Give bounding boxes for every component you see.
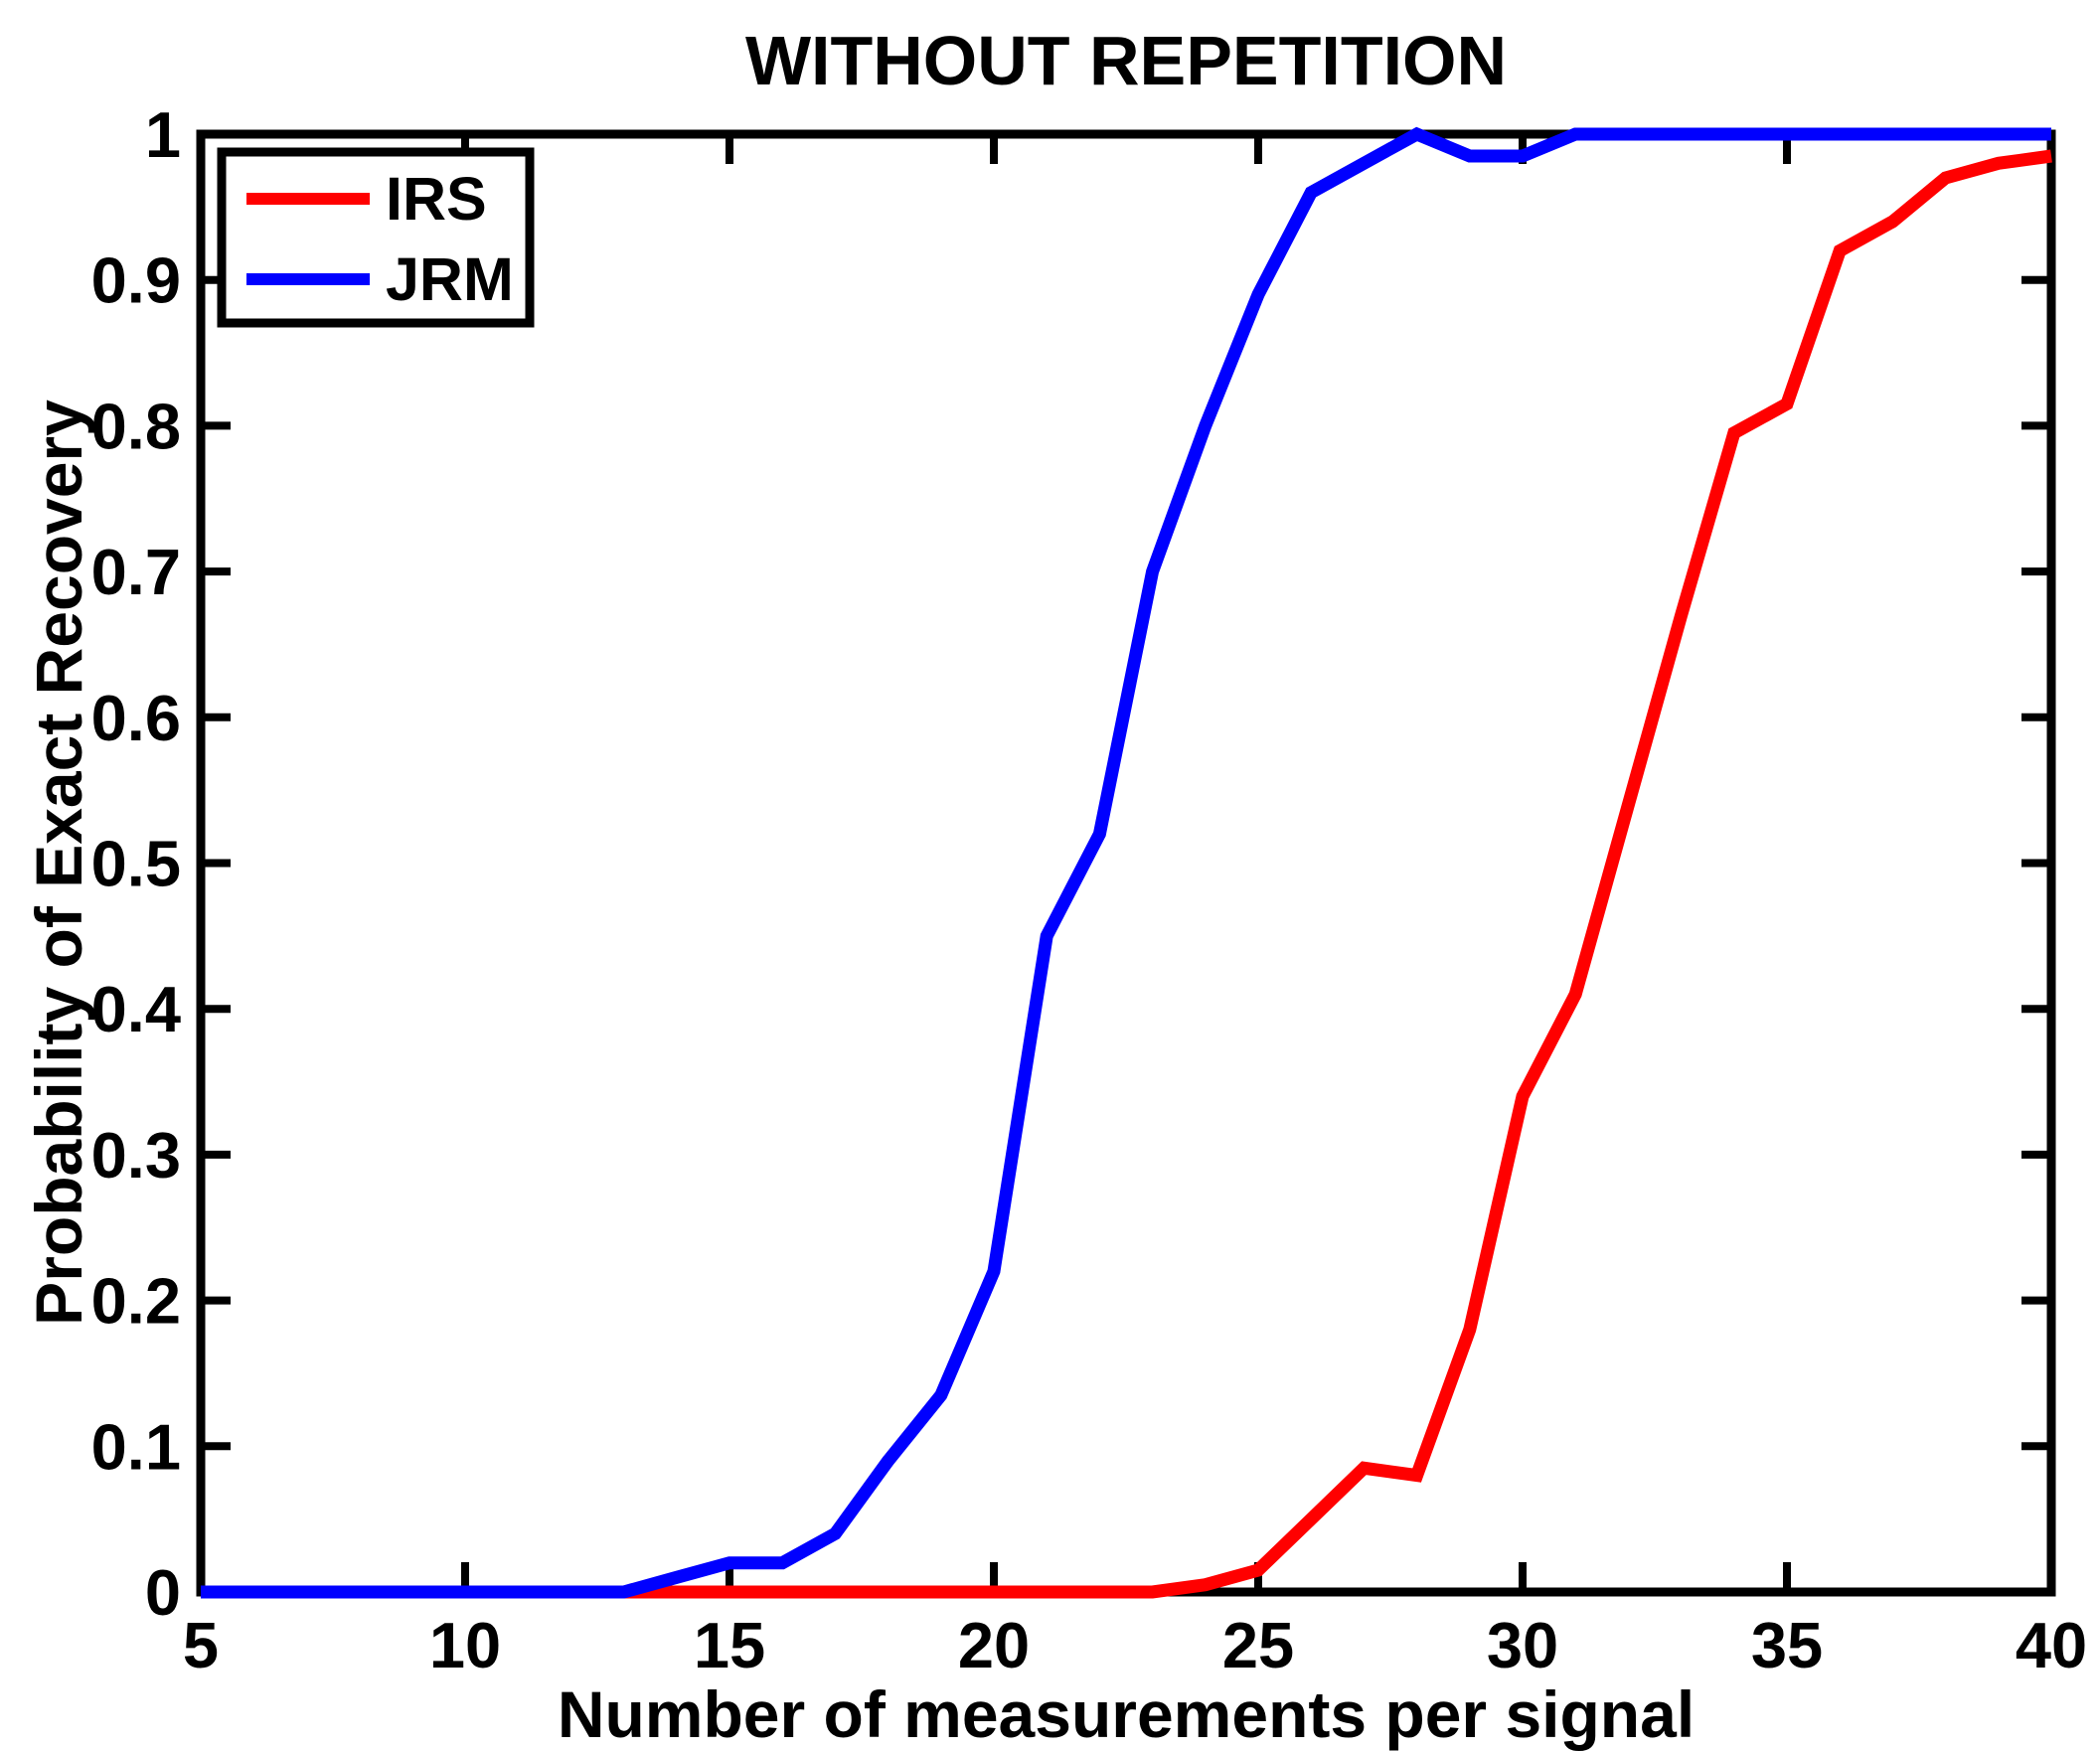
legend-box <box>217 147 535 328</box>
y-tick-labels: 0 0.1 0.2 0.3 0.4 0.5 0.6 0.7 0.8 0.9 1 <box>91 98 181 1629</box>
x-tick-label: 35 <box>1751 1609 1823 1681</box>
series-line-irs <box>201 149 2052 1599</box>
chart-title: WITHOUT REPETITION <box>745 22 1507 99</box>
x-tick-label: 30 <box>1487 1609 1558 1681</box>
y-tick-label: 0.5 <box>91 828 181 900</box>
y-tick-label: 0.6 <box>91 682 181 754</box>
x-tick-label: 10 <box>429 1609 501 1681</box>
y-tick-label: 0 <box>145 1556 181 1629</box>
y-tick-label: 0.7 <box>91 536 181 608</box>
legend-jrm-label: JRM <box>386 245 514 313</box>
plot-box <box>196 129 2056 1597</box>
y-axis-label: Probability of Exact Recovery <box>22 399 95 1326</box>
legend-irs-label: IRS <box>386 165 487 233</box>
legend: IRS JRM <box>217 147 535 328</box>
x-tick-label: 40 <box>2016 1609 2087 1681</box>
x-tick-label: 15 <box>694 1609 765 1681</box>
axis-ticks <box>197 130 2055 1596</box>
data-series <box>201 126 2052 1599</box>
series-line-jrm <box>201 126 2051 1599</box>
x-tick-label: 20 <box>958 1609 1030 1681</box>
y-tick-label: 0.1 <box>91 1410 181 1483</box>
x-tick-label: 5 <box>183 1609 219 1681</box>
y-tick-label: 1 <box>145 98 181 171</box>
y-tick-label: 0.2 <box>91 1265 181 1338</box>
x-tick-labels: 5 10 15 20 25 30 35 40 <box>183 1609 2087 1681</box>
y-tick-label: 0.3 <box>91 1119 181 1192</box>
x-tick-label: 25 <box>1222 1609 1294 1681</box>
y-tick-label: 0.9 <box>91 244 181 317</box>
x-axis-label: Number of measurements per signal <box>558 1677 1695 1751</box>
y-tick-label: 0.4 <box>91 973 181 1045</box>
y-tick-label: 0.8 <box>91 390 181 462</box>
